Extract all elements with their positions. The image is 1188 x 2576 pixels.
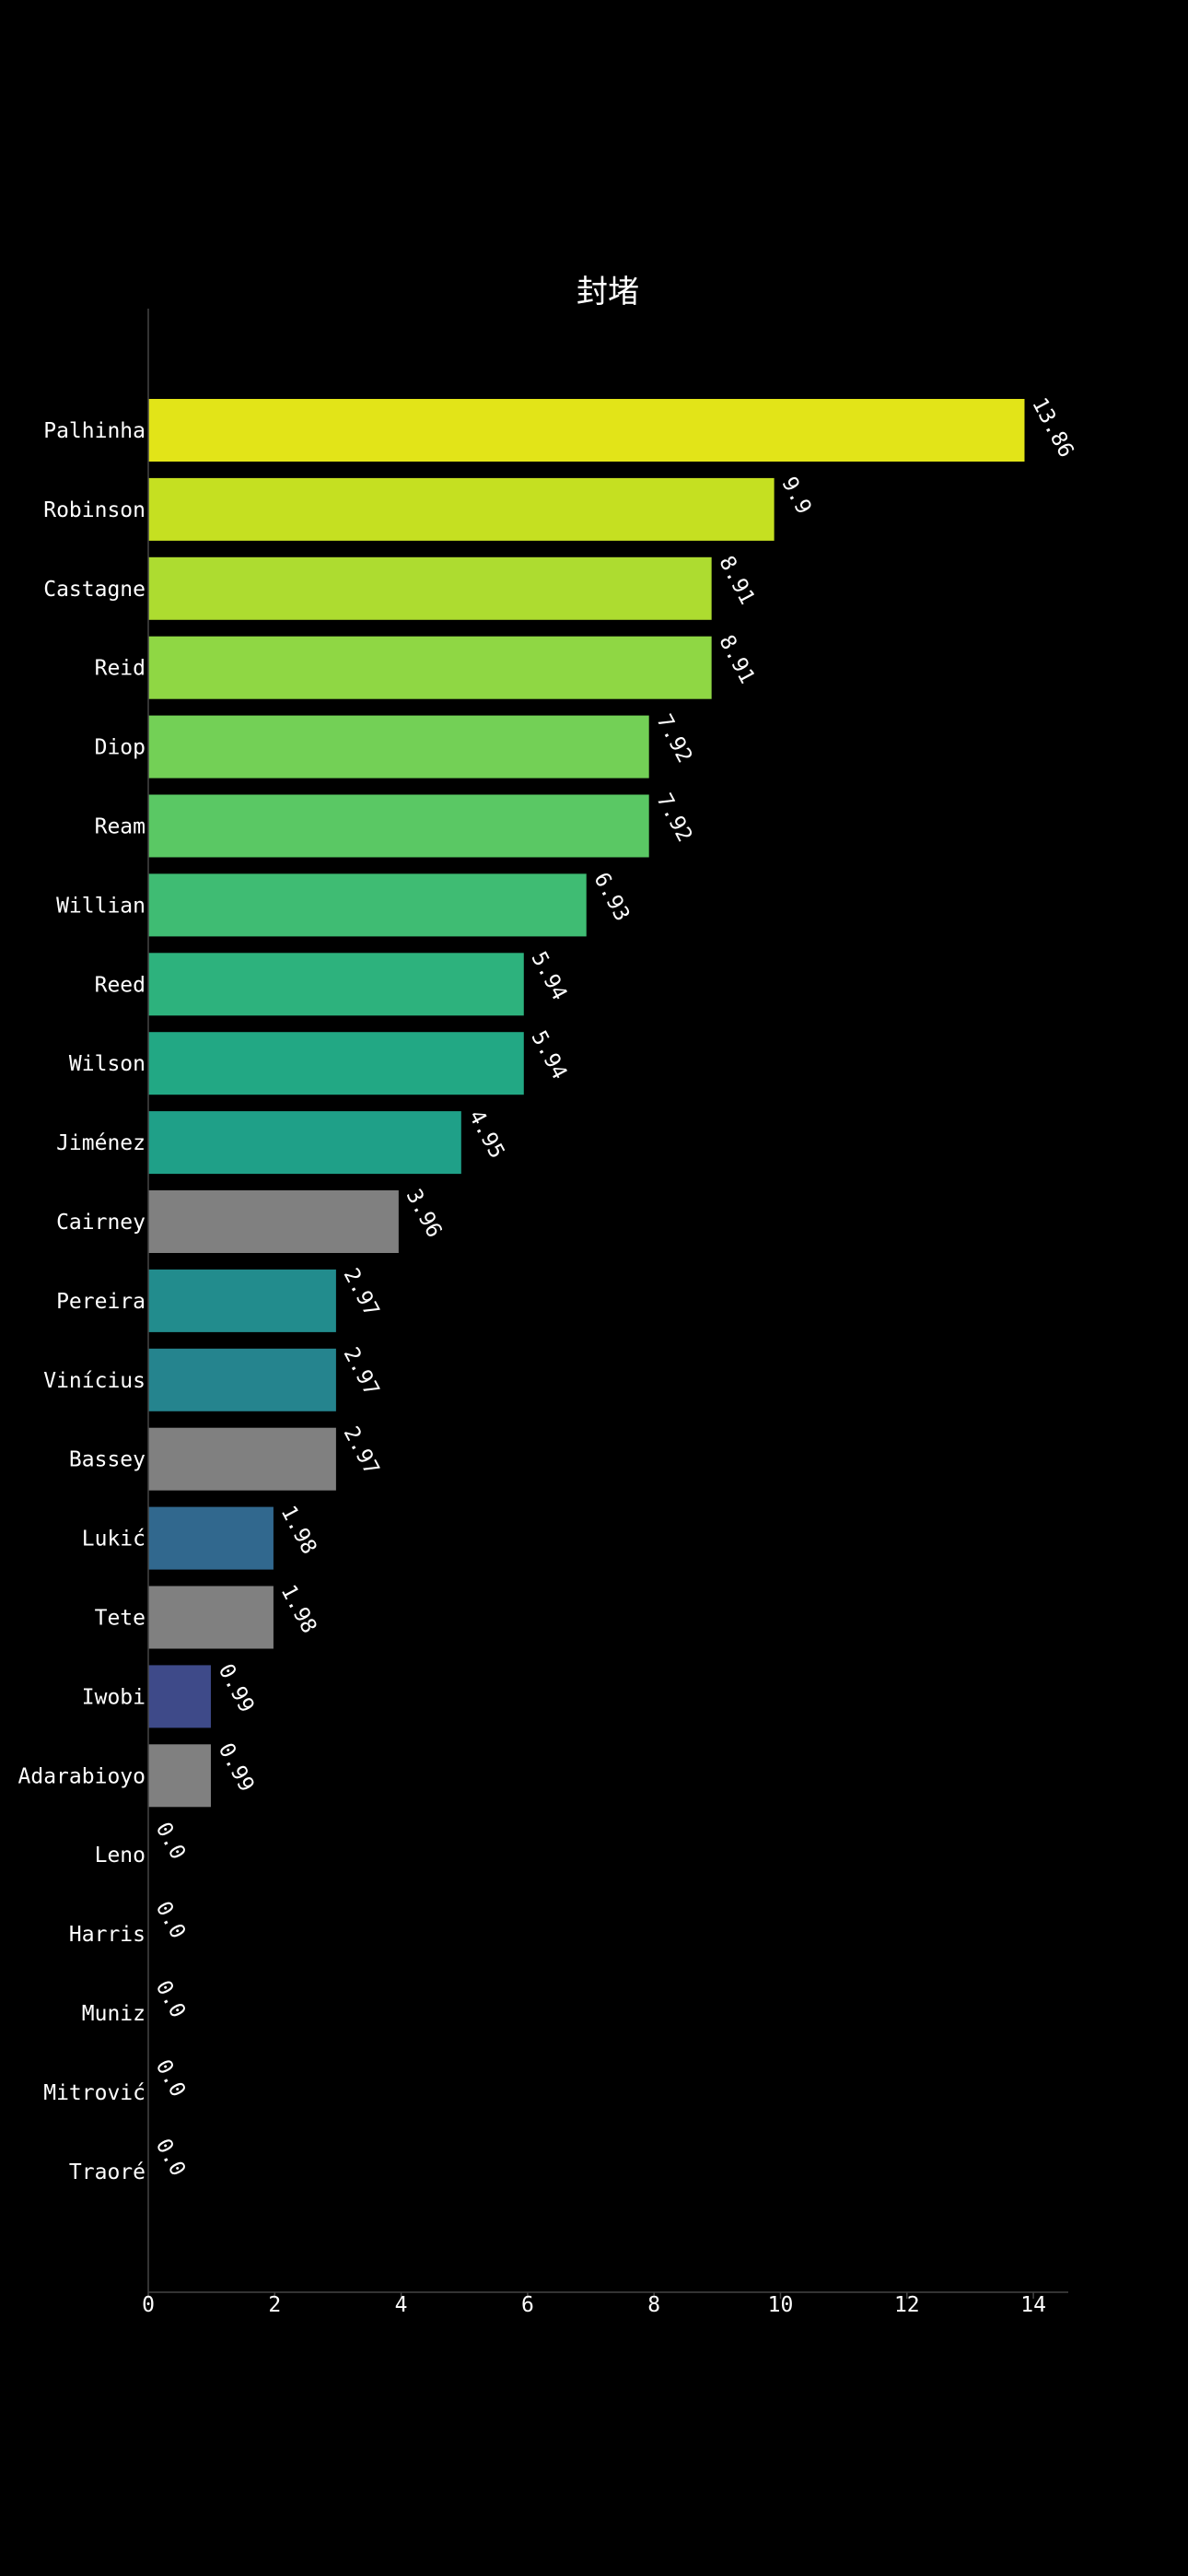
category-label: Lukić bbox=[82, 1528, 146, 1551]
value-label: 7.92 bbox=[651, 710, 696, 767]
value-label: 3.96 bbox=[402, 1186, 447, 1242]
x-tick-label: 12 bbox=[894, 2293, 920, 2317]
x-tick-label: 2 bbox=[268, 2293, 281, 2317]
value-label: 0.99 bbox=[214, 1660, 259, 1716]
value-label: 9.9 bbox=[776, 474, 815, 519]
category-label: Tete bbox=[95, 1607, 146, 1631]
value-label: 8.91 bbox=[714, 631, 759, 687]
category-label: Vinícius bbox=[43, 1369, 146, 1393]
value-label: 0.0 bbox=[151, 1977, 190, 2022]
category-label: Willian bbox=[56, 894, 146, 918]
bar-3 bbox=[148, 636, 712, 699]
category-label: Mitrović bbox=[43, 2081, 146, 2105]
category-label: Reid bbox=[95, 657, 146, 681]
bar-1 bbox=[148, 477, 775, 541]
value-label: 7.92 bbox=[651, 790, 696, 846]
x-tick-label: 0 bbox=[142, 2293, 155, 2317]
category-labels-group: Palhinha Robinson Castagne Reid Diop Ream Will… bbox=[18, 419, 146, 2184]
value-label: 6.93 bbox=[588, 869, 634, 925]
category-label: Castagne bbox=[43, 578, 146, 602]
bar-17 bbox=[148, 1744, 211, 1808]
chart-title: 封堵 bbox=[577, 274, 639, 310]
category-label: Reed bbox=[95, 973, 146, 997]
value-label: 0.0 bbox=[151, 1898, 190, 1943]
category-label: Harris bbox=[69, 1923, 146, 1947]
value-label: 0.0 bbox=[151, 2056, 190, 2102]
bar-5 bbox=[148, 794, 649, 858]
value-label: 0.0 bbox=[151, 1819, 190, 1864]
category-label: Robinson bbox=[43, 498, 146, 522]
value-label: 4.95 bbox=[464, 1107, 509, 1163]
x-tick-label: 6 bbox=[521, 2293, 534, 2317]
value-label: 5.94 bbox=[526, 1027, 571, 1083]
bar-11 bbox=[148, 1269, 336, 1332]
category-label: Iwobi bbox=[82, 1685, 146, 1709]
value-label: 1.98 bbox=[276, 1581, 321, 1637]
bar-13 bbox=[148, 1427, 336, 1491]
bar-8 bbox=[148, 1032, 524, 1095]
x-tick-label: 14 bbox=[1020, 2293, 1046, 2317]
category-label: Muniz bbox=[82, 2002, 146, 2026]
value-label: 0.99 bbox=[214, 1739, 259, 1796]
x-tick-label: 8 bbox=[647, 2293, 660, 2317]
bar-2 bbox=[148, 556, 712, 620]
bar-9 bbox=[148, 1111, 461, 1175]
category-label: Pereira bbox=[56, 1290, 146, 1314]
value-label: 2.97 bbox=[339, 1343, 384, 1399]
bar-14 bbox=[148, 1506, 274, 1570]
category-label: Traoré bbox=[69, 2160, 146, 2184]
value-label: 0.0 bbox=[151, 2135, 190, 2180]
category-label: Adarabioyo bbox=[18, 1764, 146, 1788]
value-label: 13.86 bbox=[1027, 394, 1077, 462]
bar-0 bbox=[148, 399, 1025, 462]
bars-group bbox=[148, 399, 1025, 1808]
category-label: Palhinha bbox=[43, 419, 146, 443]
category-label: Wilson bbox=[69, 1052, 146, 1076]
category-label: Leno bbox=[95, 1844, 146, 1868]
value-label: 5.94 bbox=[526, 948, 571, 1004]
category-label: Diop bbox=[95, 736, 146, 760]
bar-10 bbox=[148, 1190, 399, 1253]
value-label: 8.91 bbox=[714, 552, 759, 608]
bar-16 bbox=[148, 1665, 211, 1728]
x-tick-label: 4 bbox=[395, 2293, 408, 2317]
bar-6 bbox=[148, 873, 587, 937]
x-tick-label: 10 bbox=[768, 2293, 794, 2317]
value-label: 1.98 bbox=[276, 1502, 321, 1558]
bar-7 bbox=[148, 953, 524, 1016]
bar-12 bbox=[148, 1348, 336, 1411]
value-label: 2.97 bbox=[339, 1265, 384, 1321]
category-label: Ream bbox=[95, 815, 146, 839]
value-label: 2.97 bbox=[339, 1423, 384, 1479]
bar-4 bbox=[148, 715, 649, 779]
category-label: Bassey bbox=[69, 1448, 146, 1472]
category-label: Jiménez bbox=[56, 1131, 146, 1155]
bar-15 bbox=[148, 1586, 274, 1649]
category-label: Cairney bbox=[56, 1211, 146, 1235]
x-ticks-group: 0 2 4 6 8 10 12 14 bbox=[142, 2292, 1046, 2317]
